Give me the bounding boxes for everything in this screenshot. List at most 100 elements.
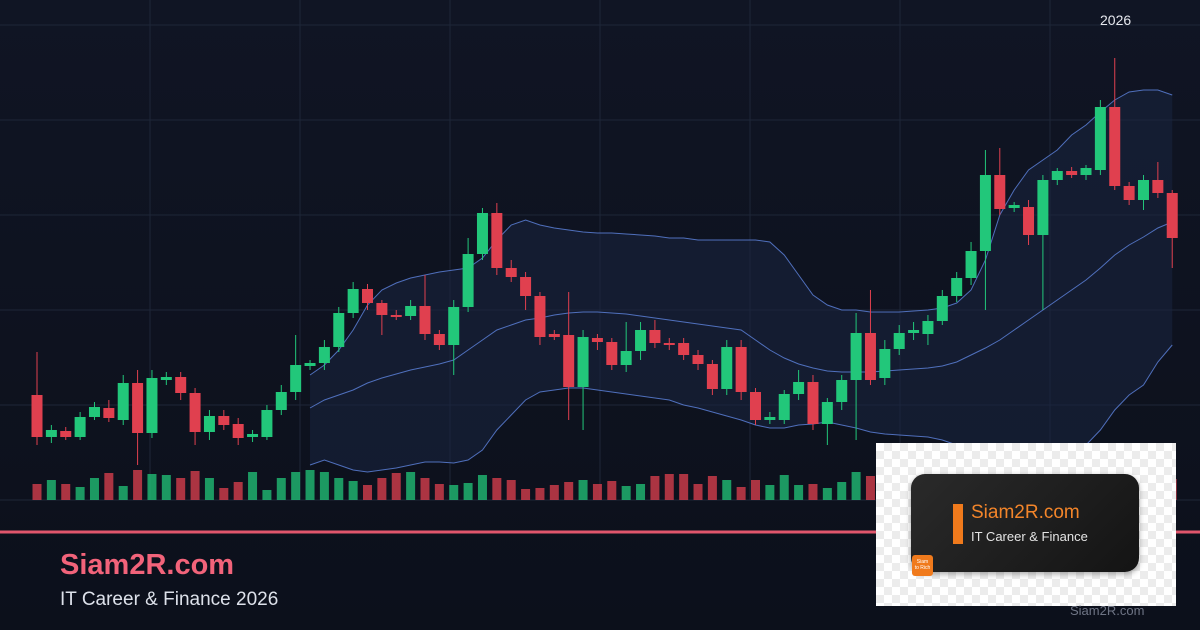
candle-body [491, 213, 503, 268]
candle-body [893, 333, 905, 349]
candle-body [534, 296, 546, 337]
candle-body [1037, 180, 1049, 235]
accent-bar [953, 504, 963, 544]
volume-bar [219, 488, 229, 500]
volume-bar [679, 474, 689, 500]
candle-body [1166, 193, 1178, 238]
candle-body [721, 347, 733, 389]
watermark-card: Siam2R.com IT Career & Finance [911, 474, 1139, 572]
watermark-title: Siam2R.com [971, 502, 1080, 523]
candle-body [347, 289, 359, 313]
volume-bar [851, 472, 861, 500]
volume-bar [176, 478, 186, 500]
volume-bar [363, 485, 373, 500]
volume-bar [133, 470, 143, 500]
candle-body [433, 334, 445, 345]
volume-bar [607, 481, 617, 500]
candle-body [1109, 107, 1121, 186]
volume-bar [463, 483, 473, 500]
volume-bar [434, 484, 444, 500]
volume-bar [549, 485, 559, 500]
candle-body [520, 277, 532, 296]
candle-body [462, 254, 474, 307]
volume-bar [650, 476, 660, 500]
candle-body [764, 417, 776, 420]
volume-bar [161, 475, 171, 500]
band-area [310, 90, 1173, 472]
candle-body [606, 342, 618, 365]
volume-bar [61, 484, 71, 500]
candle-body [31, 395, 43, 437]
candle-body [591, 338, 603, 342]
candle-body [821, 402, 833, 424]
candle-body [203, 416, 215, 432]
candle-body [74, 417, 86, 437]
volume-bar [248, 472, 258, 500]
candle-body [117, 383, 129, 420]
volume-bar [765, 485, 775, 500]
candle-body [793, 382, 805, 394]
logo: Siam to Rich [912, 555, 933, 576]
footer: Siam2R.com [1070, 603, 1145, 618]
volume-bar [621, 486, 631, 500]
candle-body [45, 430, 57, 437]
candle-body [706, 364, 718, 389]
candle-body [951, 278, 963, 296]
band-line [309, 89, 1173, 376]
annotation: 2026 [1100, 12, 1132, 28]
candle-body [936, 296, 948, 321]
volume-bar [334, 478, 344, 500]
volume-bar [837, 482, 847, 500]
volume-bar [305, 470, 315, 500]
candle-body [132, 383, 144, 433]
candle-body [548, 334, 560, 337]
volume-bar [779, 475, 789, 500]
watermark-subtitle: IT Career & Finance [971, 529, 1088, 544]
volume-bar [664, 474, 674, 500]
candle-body [678, 343, 690, 355]
candle-body [864, 333, 876, 380]
volume-bar [736, 487, 746, 500]
candle-body [850, 333, 862, 380]
candle-body [908, 330, 920, 333]
candle-body [922, 321, 934, 334]
volume-bar [693, 484, 703, 500]
candle-body [778, 394, 790, 420]
candle-body [620, 351, 632, 365]
logo-text: to Rich [914, 565, 931, 571]
candle-body [390, 315, 402, 317]
candle-body [419, 306, 431, 334]
candle-body [405, 306, 417, 316]
candle-body [577, 337, 589, 387]
candle-body [1066, 171, 1078, 175]
volume-bar [420, 478, 430, 500]
watermark: Siam2R.com IT Career & Finance Siam to R… [876, 443, 1176, 606]
volume-bar [564, 482, 574, 500]
candle-body [175, 377, 187, 393]
volume-bar [506, 480, 516, 500]
volume-bar [578, 480, 588, 500]
brand-subtitle: IT Career & Finance 2026 [60, 589, 279, 610]
volume-bar [707, 476, 717, 500]
volume-bar [722, 480, 732, 500]
volume-bar [319, 472, 329, 500]
volume-bar [406, 472, 416, 500]
volume-bar [104, 473, 114, 500]
candle-body [218, 416, 230, 425]
candle-body [735, 347, 747, 392]
volume-bar [521, 489, 531, 500]
volume-bar [391, 473, 401, 500]
volume-bar [147, 474, 157, 500]
candle-body [362, 289, 374, 303]
volume-bar [190, 471, 200, 500]
volume-bar [276, 478, 286, 500]
candle-body [275, 392, 287, 410]
volume-bar [377, 478, 387, 500]
volume-bar [477, 475, 487, 500]
candle-body [146, 378, 158, 433]
candle-body [1008, 205, 1020, 208]
candle-body [879, 349, 891, 378]
candle-body [304, 363, 316, 366]
candle-body [333, 313, 345, 347]
volume-bar [348, 481, 358, 500]
